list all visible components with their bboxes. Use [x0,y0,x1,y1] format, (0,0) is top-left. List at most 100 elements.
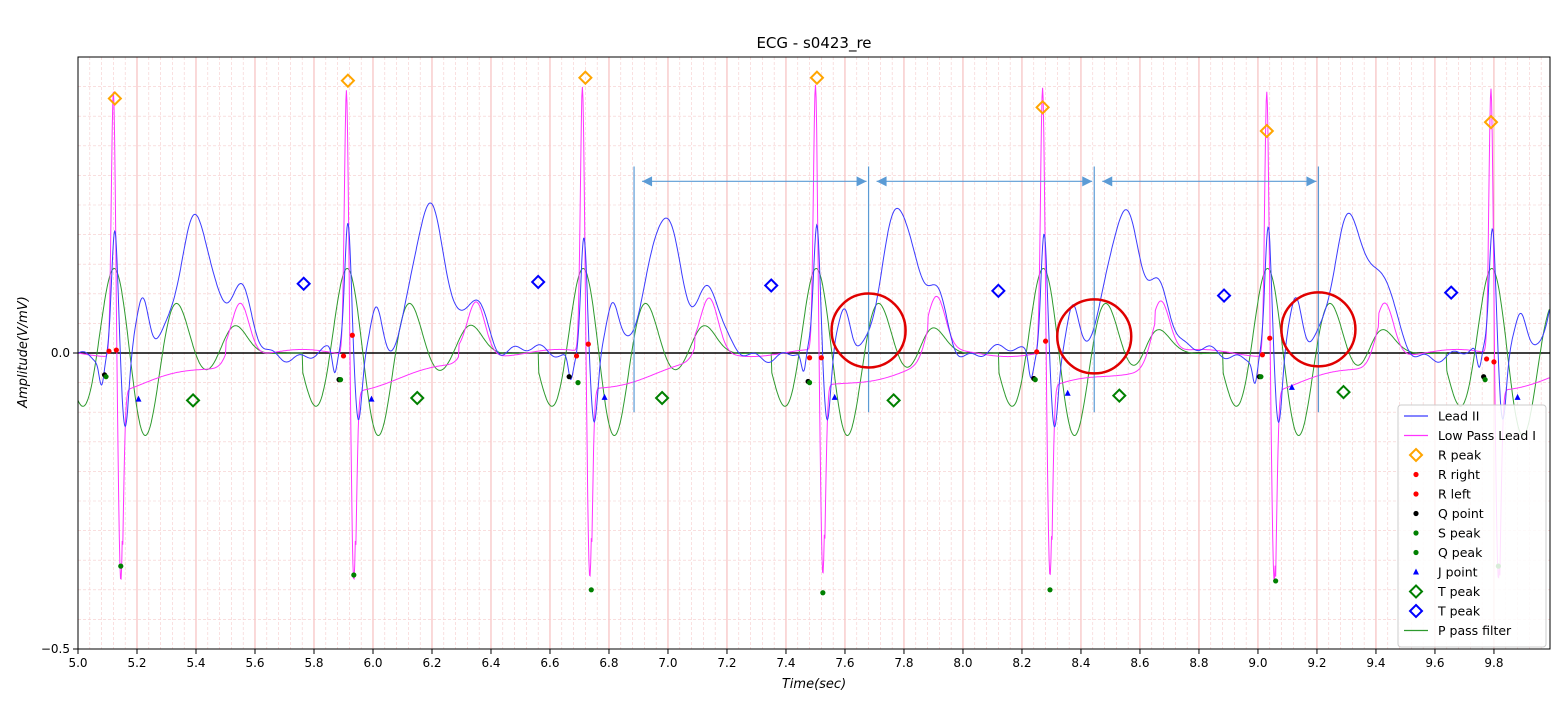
interval-arrow-head [876,176,887,187]
marker-j-point [1514,393,1521,400]
x-axis-ticks: 5.0 5.2 5.4 5.6 5.8 6.0 6.2 6.4 6.6 6.8 7.0 7.2 7.4 7… [68,649,1503,670]
marker-t-peak [1111,388,1127,404]
x-tick-label: 8.6 [1130,656,1149,670]
marker-r-peak [577,70,593,86]
x-tick-label: 5.0 [68,656,87,670]
marker-r-right [113,347,119,353]
x-tick-label: 7.8 [894,656,913,670]
marker-q-peak [1032,377,1038,383]
marker-t-peak [296,276,312,292]
legend-box [1397,404,1547,648]
legend-label: T peak [1437,604,1481,619]
x-tick-label: 8.2 [1012,656,1031,670]
x-tick-label: 6.2 [422,656,441,670]
interval-arrow-head [1306,176,1317,187]
marker-q-peak [103,374,109,380]
legend-label: R peak [1438,448,1482,463]
x-tick-label: 8.8 [1189,656,1208,670]
marker-t-peak [1216,288,1232,303]
marker-r-right [349,332,355,338]
x-tick-label: 7.4 [776,656,795,670]
y-tick-label: −0.5 [41,642,70,656]
marker-r-left [573,353,580,359]
x-tick-label: 5.2 [127,656,146,670]
legend-label: T peak [1437,584,1481,599]
legend-swatch [1413,568,1419,575]
highlight-circle [1280,291,1357,368]
marker-r-right [1267,335,1273,341]
marker-q-peak [1258,374,1264,380]
legend-label: R left [1438,487,1471,502]
x-tick-label: 9.6 [1425,656,1444,670]
x-tick-label: 7.6 [835,656,854,670]
legend: Lead II Low Pass Lead I R peak R right R lef… [1397,404,1547,648]
marker-s-peak [1047,587,1053,593]
x-tick-label: 5.6 [245,656,264,670]
x-tick-label: 8.4 [1071,656,1090,670]
marker-r-left [340,353,347,359]
marker-r-left [106,348,112,354]
marker-r-peak [809,70,825,86]
marker-t-peak [990,283,1006,299]
marker-s-peak [351,572,357,578]
marker-r-peak [1483,114,1499,130]
legend-label: Q peak [1438,545,1483,560]
signal-curves [77,84,1550,581]
x-tick-label: 9.4 [1366,656,1385,670]
legend-swatch [1413,510,1419,517]
marker-t-peak [763,278,779,293]
interval-arrow-head [1082,176,1093,187]
legend-swatch [1408,584,1424,599]
marker-j-point [831,393,838,400]
marker-t-peak [1443,285,1459,301]
marker-q-peak [806,380,813,386]
marker-t-peak [185,392,201,408]
legend-label: Lead II [1438,409,1479,424]
marker-s-peak [1273,578,1279,584]
legend-label: S peak [1438,526,1481,541]
x-tick-label: 8.0 [953,656,972,670]
marker-q-peak [337,377,344,383]
marker-q-peak [1482,377,1488,383]
legend-label: P pass filter [1438,623,1512,638]
marker-r-left [1483,356,1490,362]
x-tick-label: 5.8 [304,656,323,670]
marker-r-peak [340,73,356,89]
marker-r-right [818,355,824,361]
x-tick-label: 7.2 [717,656,736,670]
x-tick-label: 6.8 [599,656,618,670]
marker-r-right [1042,338,1049,344]
marker-r-right [585,341,591,347]
marker-q-point [566,374,572,380]
legend-swatch [1413,471,1419,478]
highlight-circle [1055,298,1133,375]
legend-label: J point [1437,565,1478,580]
x-tick-label: 7.0 [658,656,677,670]
marker-j-point [368,395,375,402]
marker-t-peak [1336,384,1351,400]
marker-j-point [601,393,608,400]
marker-j-point [1288,383,1295,390]
y-axis-label: Amplitude(V/mV) [16,296,31,409]
marker-r-left [1034,349,1040,355]
marker-r-peak [1035,99,1051,115]
marker-t-peak [654,390,670,406]
legend-swatch [1413,530,1419,536]
chart-title: ECG - s0423_re [756,34,871,53]
marker-r-right [1491,359,1497,365]
legend-swatch [1413,549,1419,556]
marker-j-point [135,395,142,402]
series-line-low-pass-lead-i [77,84,1550,581]
marker-r-left [1259,352,1265,358]
marker-r-peak [1259,123,1275,139]
legend-swatch [1408,603,1424,619]
grid [77,56,1550,650]
x-tick-label: 9.8 [1484,656,1503,670]
marker-t-peak [409,390,425,406]
marker-j-point [1064,389,1071,396]
interval-arrow-head [856,176,867,187]
legend-label: Low Pass Lead I [1438,428,1536,443]
x-tick-label: 6.4 [481,656,500,670]
x-axis-label: Time(sec) [782,677,846,692]
